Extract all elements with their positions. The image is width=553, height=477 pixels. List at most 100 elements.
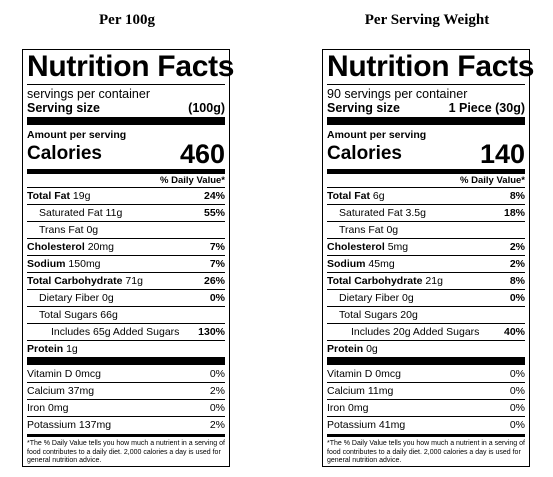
daily-value-footnote: *The % Daily Value tells you how much a … <box>27 440 225 464</box>
serving-size-label: Serving size <box>327 101 400 115</box>
total-carbohydrate-label: Total Carbohydrate <box>27 275 123 287</box>
sodium-amount: 45mg <box>368 258 395 270</box>
potassium-label: Potassium 41mg <box>327 419 406 431</box>
sodium-label: Sodium <box>27 258 66 270</box>
iron-row: Iron 0mg 0% <box>327 400 525 417</box>
potassium-dv: 0% <box>509 419 525 431</box>
dietary-fiber-row: Dietary Fiber 0g 0% <box>27 290 225 307</box>
nutrition-label-per-100g: Nutrition Facts servings per container S… <box>22 49 235 467</box>
saturated-fat-row: Saturated Fat 11g 55% <box>27 205 225 222</box>
nutrition-facts-title: Nutrition Facts <box>327 50 535 83</box>
dietary-fiber-label: Dietary Fiber 0g <box>39 292 114 304</box>
total-fat-label: Total Fat <box>327 190 370 202</box>
dietary-fiber-label: Dietary Fiber 0g <box>339 292 414 304</box>
serving-size-row: Serving size 1 Piece (30g) <box>327 101 525 115</box>
nutrition-facts-title: Nutrition Facts <box>27 50 235 83</box>
total-carbohydrate-row: Total Carbohydrate 71g 26% <box>27 273 225 290</box>
cholesterol-amount: 5mg <box>387 241 409 253</box>
calories-value: 460 <box>179 139 225 169</box>
calcium-dv: 2% <box>209 385 225 397</box>
added-sugars-row: Includes 65g Added Sugars 130% <box>27 324 225 341</box>
saturated-fat-label: Saturated Fat 11g <box>39 207 123 219</box>
total-carbohydrate-dv: 8% <box>509 275 525 287</box>
calories-label: Calories <box>27 143 102 164</box>
total-fat-dv: 24% <box>203 190 225 202</box>
calories-row: Calories 460 <box>27 139 225 169</box>
sodium-label: Sodium <box>327 258 366 270</box>
servings-per-container: 90 servings per container <box>327 87 468 101</box>
saturated-fat-label: Saturated Fat 3.5g <box>339 207 426 219</box>
iron-dv: 0% <box>509 402 525 414</box>
saturated-fat-row: Saturated Fat 3.5g 18% <box>327 205 525 222</box>
total-sugars-row: Total Sugars 66g <box>27 307 225 324</box>
trans-fat-label: Trans Fat 0g <box>339 224 399 236</box>
protein-amount: 1g <box>66 343 78 355</box>
daily-value-header: % Daily Value* <box>327 175 525 188</box>
protein-amount: 0g <box>366 343 378 355</box>
left-column-heading: Per 100g <box>99 12 155 28</box>
sodium-dv: 2% <box>509 258 525 270</box>
trans-fat-label: Trans Fat 0g <box>39 224 99 236</box>
calories-value: 140 <box>479 139 525 169</box>
added-sugars-dv: 130% <box>198 326 225 338</box>
amount-per-serving: Amount per serving <box>27 129 127 141</box>
iron-dv: 0% <box>209 402 225 414</box>
cholesterol-label: Cholesterol <box>327 241 385 253</box>
iron-label: Iron 0mg <box>327 402 369 414</box>
vitamin-d-dv: 0% <box>509 368 525 380</box>
trans-fat-row: Trans Fat 0g <box>27 222 225 239</box>
total-fat-dv: 8% <box>509 190 525 202</box>
dietary-fiber-row: Dietary Fiber 0g 0% <box>327 290 525 307</box>
total-fat-row: Total Fat 19g 24% <box>27 188 225 205</box>
nutrition-label-per-serving: Nutrition Facts 90 servings per containe… <box>322 49 535 467</box>
cholesterol-row: Cholesterol 5mg 2% <box>327 239 525 256</box>
calcium-dv: 0% <box>509 385 525 397</box>
sodium-amount: 150mg <box>68 258 101 270</box>
calories-row: Calories 140 <box>327 139 525 169</box>
saturated-fat-dv: 18% <box>503 207 525 219</box>
daily-value-footnote: *The % Daily Value tells you how much a … <box>327 440 525 464</box>
total-fat-label: Total Fat <box>27 190 70 202</box>
sodium-dv: 7% <box>209 258 225 270</box>
serving-size-row: Serving size (100g) <box>27 101 225 115</box>
calcium-row: Calcium 11mg 0% <box>327 383 525 400</box>
total-fat-amount: 19g <box>72 190 91 202</box>
calories-label: Calories <box>327 143 402 164</box>
protein-row: Protein 0g <box>327 341 525 357</box>
total-carbohydrate-label: Total Carbohydrate <box>327 275 423 287</box>
daily-value-header: % Daily Value* <box>27 175 225 188</box>
vitamin-d-label: Vitamin D 0mcg <box>327 368 401 380</box>
added-sugars-row: Includes 20g Added Sugars 40% <box>327 324 525 341</box>
serving-size-value: 1 Piece (30g) <box>448 101 525 115</box>
servings-per-container: servings per container <box>27 87 150 101</box>
cholesterol-dv: 2% <box>509 241 525 253</box>
iron-row: Iron 0mg 0% <box>27 400 225 417</box>
calcium-row: Calcium 37mg 2% <box>27 383 225 400</box>
right-column-heading: Per Serving Weight <box>364 12 490 28</box>
cholesterol-dv: 7% <box>209 241 225 253</box>
total-sugars-label: Total Sugars 20g <box>339 309 418 321</box>
vitamin-d-row: Vitamin D 0mcg 0% <box>327 366 525 383</box>
potassium-dv: 2% <box>209 419 225 431</box>
dietary-fiber-dv: 0% <box>509 292 525 304</box>
calcium-label: Calcium 37mg <box>27 385 95 397</box>
sodium-row: Sodium 45mg 2% <box>327 256 525 273</box>
serving-size-label: Serving size <box>27 101 100 115</box>
total-carbohydrate-amount: 71g <box>125 275 143 287</box>
serving-size-value: (100g) <box>188 101 225 115</box>
potassium-label: Potassium 137mg <box>27 419 112 431</box>
protein-row: Protein 1g <box>27 341 225 357</box>
calcium-label: Calcium 11mg <box>327 385 394 397</box>
potassium-row: Potassium 41mg 0% <box>327 417 525 433</box>
added-sugars-label: Includes 65g Added Sugars <box>51 326 180 338</box>
total-carbohydrate-row: Total Carbohydrate 21g 8% <box>327 273 525 290</box>
vitamin-d-row: Vitamin D 0mcg 0% <box>27 366 225 383</box>
potassium-row: Potassium 137mg 2% <box>27 417 225 433</box>
amount-per-serving: Amount per serving <box>327 129 427 141</box>
added-sugars-label: Includes 20g Added Sugars <box>351 326 480 338</box>
iron-label: Iron 0mg <box>27 402 69 414</box>
total-carbohydrate-dv: 26% <box>203 275 225 287</box>
cholesterol-row: Cholesterol 20mg 7% <box>27 239 225 256</box>
trans-fat-row: Trans Fat 0g <box>327 222 525 239</box>
total-sugars-row: Total Sugars 20g <box>327 307 525 324</box>
